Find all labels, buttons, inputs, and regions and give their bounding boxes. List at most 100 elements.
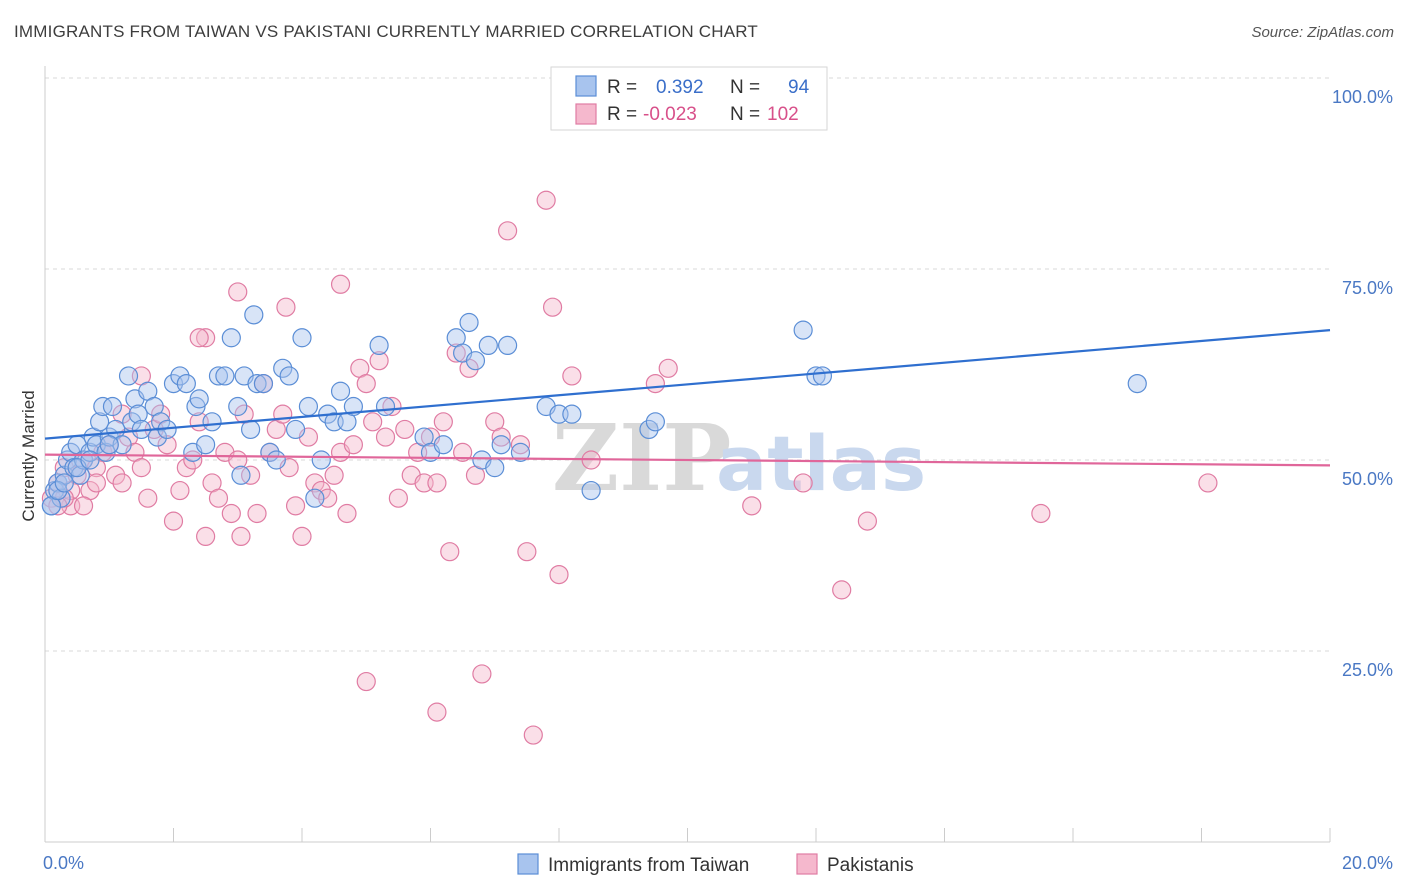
point-pakistanis bbox=[433, 412, 453, 432]
legend-r-value-blue: 0.392 bbox=[656, 77, 704, 98]
point-taiwan bbox=[48, 480, 68, 501]
point-taiwan bbox=[639, 419, 659, 440]
point-taiwan bbox=[247, 374, 267, 394]
point-taiwan bbox=[433, 435, 453, 455]
point-pakistanis bbox=[742, 496, 762, 516]
point-pakistanis bbox=[196, 328, 216, 348]
point-taiwan bbox=[311, 450, 331, 470]
point-pakistanis bbox=[231, 526, 251, 547]
point-pakistanis bbox=[427, 702, 447, 722]
point-pakistanis bbox=[241, 465, 261, 485]
point-taiwan bbox=[189, 389, 209, 409]
point-taiwan bbox=[465, 351, 486, 371]
point-taiwan bbox=[491, 435, 511, 455]
point-taiwan bbox=[375, 396, 396, 417]
point-pakistanis bbox=[832, 580, 852, 600]
point-taiwan bbox=[221, 328, 241, 348]
point-pakistanis bbox=[112, 473, 132, 493]
point-pakistanis bbox=[292, 526, 312, 547]
point-taiwan bbox=[478, 335, 498, 355]
point-taiwan bbox=[305, 488, 325, 508]
point-pakistanis bbox=[388, 488, 408, 508]
point-pakistanis bbox=[542, 297, 563, 317]
x-tick-label-min: 0.0% bbox=[43, 853, 84, 873]
point-pakistanis bbox=[86, 473, 107, 493]
point-taiwan bbox=[1127, 374, 1147, 394]
point-pakistanis bbox=[356, 374, 376, 394]
point-taiwan bbox=[279, 366, 299, 386]
point-taiwan bbox=[266, 450, 286, 470]
point-pakistanis bbox=[857, 511, 878, 531]
point-pakistanis bbox=[549, 564, 569, 585]
point-pakistanis bbox=[510, 435, 531, 455]
point-taiwan bbox=[231, 465, 251, 485]
point-taiwan bbox=[793, 320, 813, 340]
point-pakistanis bbox=[440, 542, 460, 562]
point-pakistanis bbox=[453, 442, 473, 462]
legend-n-value-blue: 94 bbox=[788, 77, 810, 98]
point-pakistanis bbox=[208, 488, 229, 508]
point-taiwan bbox=[228, 396, 248, 417]
point-taiwan bbox=[581, 480, 601, 501]
point-pakistanis bbox=[658, 358, 678, 378]
point-pakistanis bbox=[247, 503, 267, 524]
point-pakistanis bbox=[1198, 473, 1218, 493]
point-taiwan bbox=[459, 312, 479, 333]
trend-layer bbox=[44, 329, 1331, 467]
point-taiwan bbox=[151, 412, 171, 432]
point-taiwan bbox=[485, 458, 505, 478]
point-taiwan bbox=[285, 419, 306, 440]
legend-r-label-pink: R = bbox=[607, 104, 637, 125]
point-pakistanis bbox=[170, 480, 190, 501]
point-pakistanis bbox=[363, 412, 383, 432]
legend-bottom-taiwan: Immigrants from Taiwan bbox=[548, 855, 749, 876]
point-pakistanis bbox=[343, 435, 363, 455]
point-taiwan bbox=[80, 442, 100, 462]
point-pakistanis bbox=[395, 419, 415, 440]
point-pakistanis bbox=[536, 190, 556, 210]
y-axis-label: Currently Married bbox=[19, 390, 38, 521]
point-taiwan bbox=[244, 305, 264, 325]
point-taiwan bbox=[54, 473, 74, 493]
point-taiwan bbox=[202, 412, 222, 432]
point-pakistanis bbox=[276, 297, 296, 317]
point-pakistanis bbox=[382, 396, 402, 417]
legend-swatch-blue bbox=[575, 75, 597, 97]
legend-r-value-pink: -0.023 bbox=[643, 104, 697, 125]
point-taiwan bbox=[812, 366, 833, 386]
axis-layer: 25.0% 50.0% 75.0% 100.0% 0.0% 20.0% bbox=[43, 66, 1393, 873]
point-taiwan bbox=[215, 366, 235, 386]
point-taiwan bbox=[176, 374, 196, 394]
point-pakistanis bbox=[196, 526, 216, 547]
point-pakistanis bbox=[228, 282, 248, 302]
point-pakistanis bbox=[498, 221, 518, 241]
point-pakistanis bbox=[324, 465, 344, 485]
point-pakistanis bbox=[356, 671, 376, 692]
point-pakistanis bbox=[138, 488, 158, 508]
legend-top-box bbox=[550, 66, 828, 131]
point-taiwan bbox=[128, 404, 148, 424]
point-pakistanis bbox=[472, 664, 492, 684]
y-tick-label: 25.0% bbox=[1342, 660, 1393, 680]
legend-bottom-swatch-pakistanis bbox=[796, 853, 818, 875]
point-taiwan bbox=[369, 335, 389, 355]
point-pakistanis bbox=[189, 328, 209, 348]
point-pakistanis bbox=[337, 503, 357, 524]
point-pakistanis bbox=[163, 511, 184, 531]
y-tick-label: 100.0% bbox=[1332, 87, 1393, 107]
point-taiwan bbox=[90, 412, 110, 432]
y-tick-label: 75.0% bbox=[1342, 278, 1393, 298]
point-taiwan bbox=[298, 396, 319, 417]
points-layer bbox=[41, 190, 1218, 745]
legend-r-label-blue: R = bbox=[607, 77, 637, 98]
point-pakistanis bbox=[131, 458, 151, 478]
x-tick-label-max: 20.0% bbox=[1342, 853, 1393, 873]
point-pakistanis bbox=[221, 503, 241, 524]
legend-bottom: Immigrants from Taiwan Pakistanis bbox=[517, 853, 914, 876]
point-pakistanis bbox=[1031, 503, 1051, 524]
legend-n-label-blue: N = bbox=[730, 77, 760, 98]
legend-top: R = 0.392 N = 94 R = -0.023 N = 102 bbox=[550, 66, 828, 131]
point-pakistanis bbox=[375, 427, 396, 447]
point-pakistanis bbox=[157, 435, 177, 455]
legend-n-value-pink: 102 bbox=[767, 104, 799, 125]
